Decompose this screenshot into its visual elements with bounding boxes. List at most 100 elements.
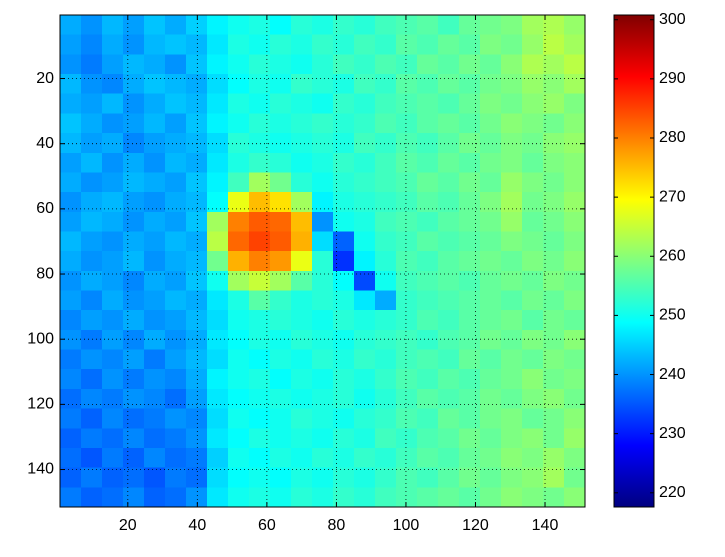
heatmap-cell [354, 329, 376, 351]
heatmap-cell [291, 251, 313, 272]
heatmap-cell [459, 192, 481, 213]
heatmap-cell [102, 270, 124, 292]
heatmap-cell [81, 349, 103, 370]
heatmap-cell [228, 231, 250, 252]
heatmap-cell [270, 152, 292, 174]
heatmap-cell [81, 211, 103, 233]
heatmap-cell [417, 231, 439, 252]
heatmap-cell [102, 349, 124, 370]
heatmap-cell [186, 74, 208, 95]
heatmap-cell [144, 487, 166, 507]
heatmap-cell [522, 349, 544, 370]
heatmap-cell [459, 231, 481, 252]
colorbar-tick-label: 230 [659, 425, 686, 442]
heatmap-cell [228, 192, 250, 213]
heatmap-cell [270, 15, 292, 36]
heatmap-cell [249, 231, 271, 252]
heatmap-cell [312, 74, 334, 95]
heatmap-cell [249, 133, 271, 154]
heatmap-cell [165, 369, 187, 390]
heatmap-cell [501, 15, 523, 36]
heatmap-cell [480, 152, 502, 174]
heatmap-cell [123, 369, 145, 390]
heatmap-cell [354, 113, 376, 134]
heatmap-cell [249, 251, 271, 272]
heatmap-cell [333, 113, 355, 134]
heatmap-cell [501, 428, 523, 449]
heatmap-cell [564, 270, 585, 292]
heatmap-cell [396, 290, 418, 311]
heatmap-cell [543, 34, 565, 55]
heatmap-cell [186, 388, 208, 410]
heatmap-cell [270, 487, 292, 507]
heatmap-cell [60, 74, 82, 95]
heatmap-cell [333, 290, 355, 311]
heatmap-cell [396, 231, 418, 252]
heatmap-cell [123, 172, 145, 193]
heatmap-cell [333, 34, 355, 55]
heatmap-cell [354, 152, 376, 174]
heatmap-cell [480, 231, 502, 252]
heatmap-cell [228, 270, 250, 292]
heatmap-cell [543, 388, 565, 410]
heatmap-cell [333, 93, 355, 114]
heatmap-cell [354, 487, 376, 507]
heatmap-cell [312, 113, 334, 134]
heatmap-cell [564, 34, 585, 55]
heatmap-cell [81, 113, 103, 134]
heatmap-cell [354, 251, 376, 272]
y-tick-label: 120 [27, 396, 54, 413]
heatmap-cell [438, 447, 460, 469]
heatmap-cell [144, 133, 166, 154]
heatmap-cell [186, 211, 208, 233]
heatmap-cell [249, 428, 271, 449]
heatmap-cell [81, 290, 103, 311]
heatmap-cell [459, 270, 481, 292]
heatmap-cell [417, 15, 439, 36]
heatmap-cell [354, 467, 376, 488]
heatmap-cell [501, 467, 523, 488]
heatmap-cell [312, 133, 334, 154]
heatmap-cell [312, 310, 334, 331]
heatmap-cell [480, 251, 502, 272]
heatmap-cell [249, 74, 271, 95]
heatmap-cell [102, 487, 124, 507]
heatmap-cell [522, 15, 544, 36]
heatmap-cell [60, 428, 82, 449]
heatmap-cell [186, 290, 208, 311]
heatmap-cell [543, 428, 565, 449]
heatmap-cell [291, 310, 313, 331]
heatmap-cell [186, 467, 208, 488]
heatmap-cell [438, 93, 460, 114]
heatmap-cell [438, 388, 460, 410]
heatmap-cell [564, 152, 585, 174]
heatmap-cell [564, 369, 585, 390]
heatmap-cell [543, 329, 565, 351]
heatmap-cell [228, 447, 250, 469]
heatmap-cell [543, 192, 565, 213]
heatmap-cell [291, 133, 313, 154]
heatmap-cell [270, 369, 292, 390]
heatmap-cell [186, 408, 208, 429]
heatmap-cell [81, 270, 103, 292]
heatmap-cell [396, 74, 418, 95]
heatmap-cell [522, 133, 544, 154]
heatmap-cell [417, 329, 439, 351]
heatmap-cell [102, 15, 124, 36]
heatmap-cell [165, 251, 187, 272]
heatmap-cell [123, 349, 145, 370]
heatmap-cell [228, 290, 250, 311]
heatmap-cell [522, 54, 544, 75]
heatmap-cell [165, 447, 187, 469]
heatmap-cell [291, 34, 313, 55]
heatmap-cell [564, 310, 585, 331]
heatmap-cell [312, 211, 334, 233]
heatmap-cell [249, 310, 271, 331]
colorbar-tick-label: 260 [659, 247, 686, 264]
heatmap-cell [438, 290, 460, 311]
heatmap-cell [228, 467, 250, 488]
heatmap-cell [144, 192, 166, 213]
heatmap-cell [438, 349, 460, 370]
heatmap-cell [396, 428, 418, 449]
heatmap-cell [186, 15, 208, 36]
